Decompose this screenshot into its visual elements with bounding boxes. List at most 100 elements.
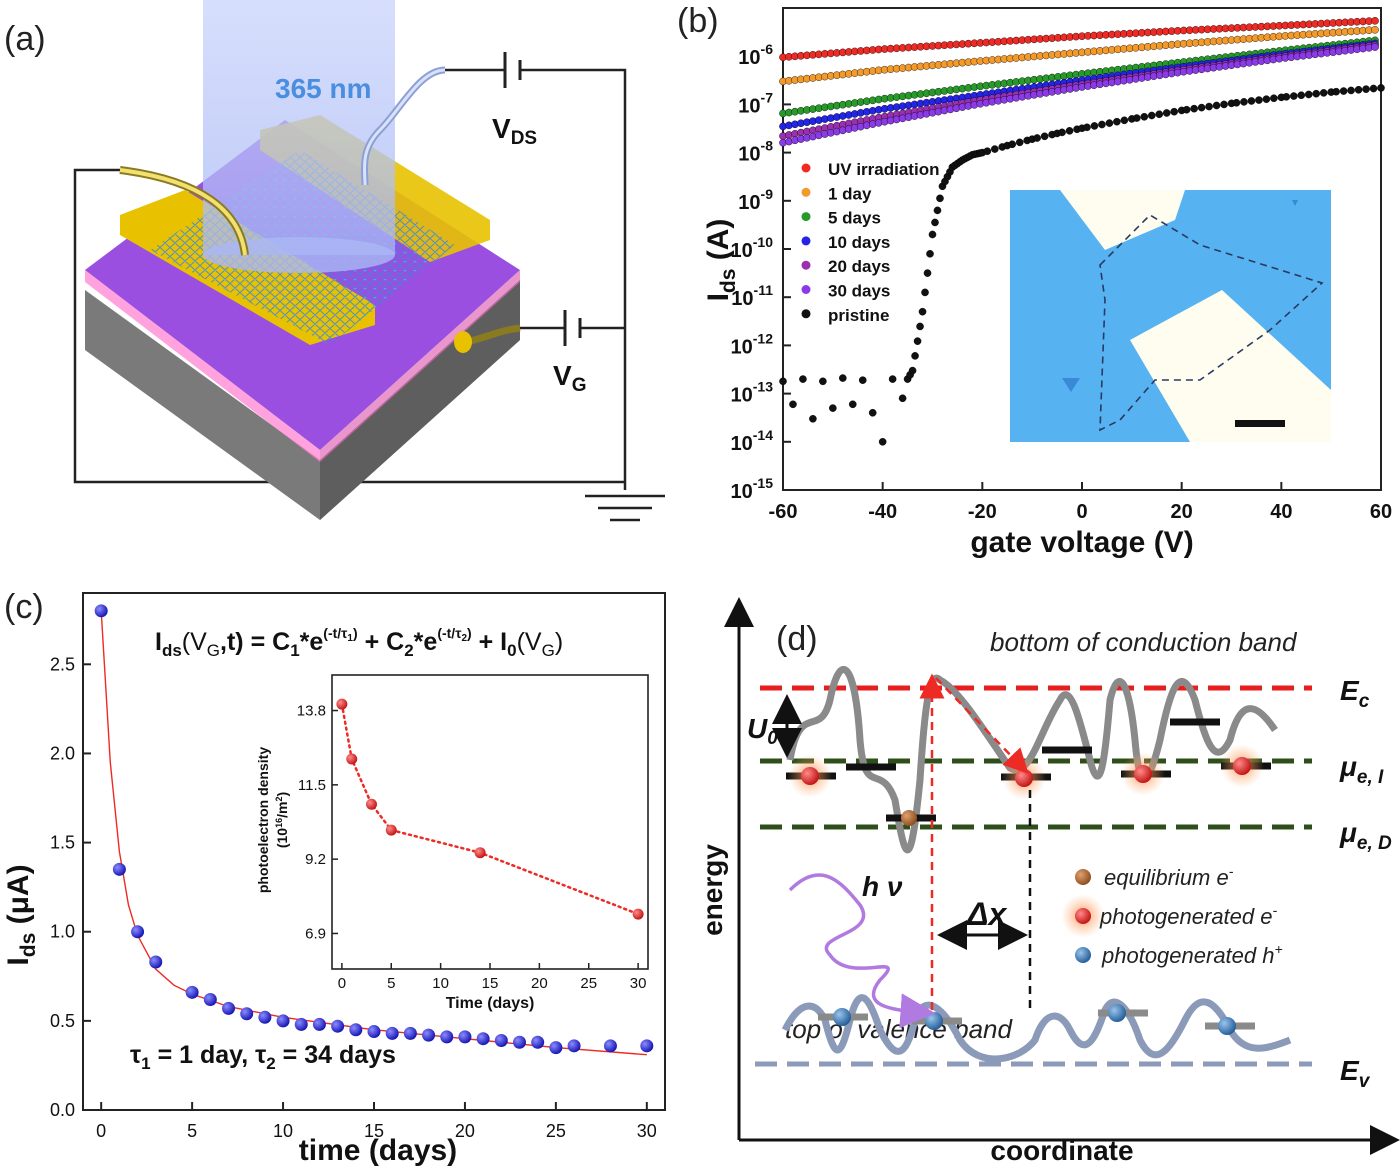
plot-b-point xyxy=(1262,95,1271,103)
data-point xyxy=(385,1026,399,1040)
plot-b-point xyxy=(1105,119,1114,127)
legend-equilibrium: equilibrium e- xyxy=(1104,863,1234,890)
inset-point xyxy=(632,908,644,920)
plot-b-point xyxy=(983,147,992,155)
data-point xyxy=(513,1035,526,1049)
vds-label: VDS xyxy=(492,113,537,149)
plot-c-ylabel: Ids (μA) xyxy=(2,864,40,965)
plot-b-point xyxy=(829,404,837,412)
inset-ytick-label: 9.2 xyxy=(305,851,326,868)
inset-series xyxy=(336,698,644,920)
plot-c-xtick-label: 5 xyxy=(187,1121,197,1141)
plot-c-xtick-label: 10 xyxy=(273,1121,293,1141)
tau-values: τ1 = 1 day, τ2 = 34 days xyxy=(130,1041,396,1073)
inset-ylabel-1: photoelectron density xyxy=(255,747,271,893)
plot-b-xtick-label: -60 xyxy=(769,501,798,523)
panel-a: (a) VDS VG xyxy=(4,0,665,522)
data-point xyxy=(367,1025,381,1039)
panel-c-label: (c) xyxy=(4,588,44,626)
series-1-day xyxy=(779,25,1379,86)
data-point xyxy=(149,955,163,969)
inset-ytick-label: 11.5 xyxy=(298,777,326,794)
fit-equation: Ids(VG,t) = C1*e(-t/τ1) + C2*e(-t/τ2) + … xyxy=(155,625,563,660)
data-point xyxy=(531,1035,545,1049)
plot-b-point xyxy=(779,377,787,386)
legend-label: 30 days xyxy=(828,282,890,301)
plot-b-point xyxy=(936,194,944,203)
inset-xlabel: Time (days) xyxy=(446,995,535,1012)
inset-ticks: 0 5 10 15 20 25 30 6.9 9.2 11.5 13.8 xyxy=(297,703,647,992)
plot-b-xtick-label: 40 xyxy=(1270,501,1292,523)
plot-b-point xyxy=(1147,111,1156,120)
plot-b-xtick-label: -20 xyxy=(968,501,997,523)
legend-photo-h: photogenerated h+ xyxy=(1101,941,1283,968)
plot-b-point xyxy=(1232,98,1241,107)
plot-c-ytick-label: 0.0 xyxy=(50,1100,75,1120)
panel-c: (c) 0 5 10 15 20 25 30 0.0 0.5 1.0 1.5 2.0 2.5 Ids(V… xyxy=(2,588,666,1167)
plot-b-point xyxy=(1247,97,1256,105)
plot-b-point xyxy=(1008,140,1017,149)
plot-b-point xyxy=(1332,87,1340,96)
plot-b-ytick-label: 10-8 xyxy=(738,138,773,166)
plot-b-point xyxy=(1205,102,1213,111)
plot-b-point xyxy=(1120,116,1129,125)
plot-b-xlabel: gate voltage (V) xyxy=(970,526,1193,559)
plot-b-point xyxy=(911,352,919,360)
legend-label: UV irradiation xyxy=(828,160,939,179)
data-point xyxy=(603,1039,617,1053)
coordinate-label: coordinate xyxy=(990,1135,1133,1166)
plot-b-point xyxy=(1090,122,1099,130)
electrons xyxy=(788,744,1264,826)
plot-b-point xyxy=(1040,132,1049,141)
legend-label: 5 days xyxy=(828,209,881,228)
plot-b-point xyxy=(918,307,927,316)
data-point xyxy=(476,1032,490,1046)
plot-b-point xyxy=(931,218,939,227)
legend-photo-h-icon xyxy=(1075,947,1091,963)
mu-ei-label: μe, I xyxy=(1339,751,1384,788)
data-point xyxy=(349,1023,363,1037)
legend-photo-e: photogenerated e- xyxy=(1099,902,1278,929)
band-legend: equilibrium e- photogenerated e- photoge… xyxy=(1061,863,1283,968)
plot-b-point xyxy=(1240,98,1248,106)
data-point xyxy=(240,1007,254,1021)
data-point xyxy=(112,862,126,876)
plot-b-point xyxy=(1033,134,1041,142)
plot-b-point xyxy=(926,249,934,258)
plot-b-point xyxy=(1162,109,1171,117)
ev-label: Ev xyxy=(1340,1055,1371,1092)
data-point xyxy=(276,1014,290,1028)
plot-b-point xyxy=(1155,110,1164,119)
inset-xtick-label: 5 xyxy=(387,975,395,992)
legend-marker xyxy=(801,260,811,270)
plot-b-point xyxy=(990,145,999,153)
plot-b-point xyxy=(1083,123,1091,132)
plot-b-ytick-label: 10-6 xyxy=(738,41,773,69)
data-point xyxy=(567,1039,581,1053)
plot-b-point xyxy=(1371,17,1379,25)
legend-marker xyxy=(801,212,811,222)
plot-b-point xyxy=(1371,25,1379,34)
plot-b-point xyxy=(1058,128,1066,137)
plot-b-xtick-label: 60 xyxy=(1370,501,1392,523)
plot-b-point xyxy=(888,375,897,383)
plot-b-point xyxy=(1133,114,1141,122)
plot-b-point xyxy=(1113,117,1121,126)
panel-b-label: (b) xyxy=(677,2,719,40)
inset-line xyxy=(340,702,640,916)
plot-b-point xyxy=(1369,84,1378,93)
plot-b-ticks: -60 -40 -20 0 20 40 60 10-15 10-14 10-13 10-12 10-1… xyxy=(731,41,1393,523)
data-point xyxy=(440,1030,454,1044)
data-point xyxy=(185,985,199,999)
panel-d: (d) energy coordinate bottom of conducti… xyxy=(697,597,1400,1166)
plot-b-point xyxy=(1197,103,1206,112)
plot-b-ytick-label: 10-7 xyxy=(738,89,773,117)
plot-b-ytick-label: 10-14 xyxy=(731,427,774,455)
plot-b-ytick-label: 10-9 xyxy=(738,186,773,214)
plot-b-point xyxy=(1319,89,1328,97)
legend-marker xyxy=(801,285,811,294)
plot-b-point xyxy=(1065,127,1074,135)
plot-b-point xyxy=(1347,86,1355,95)
plot-b-ytick-label: 10-15 xyxy=(731,475,774,503)
plot-b-ylabel: Ids (A) xyxy=(702,219,740,302)
